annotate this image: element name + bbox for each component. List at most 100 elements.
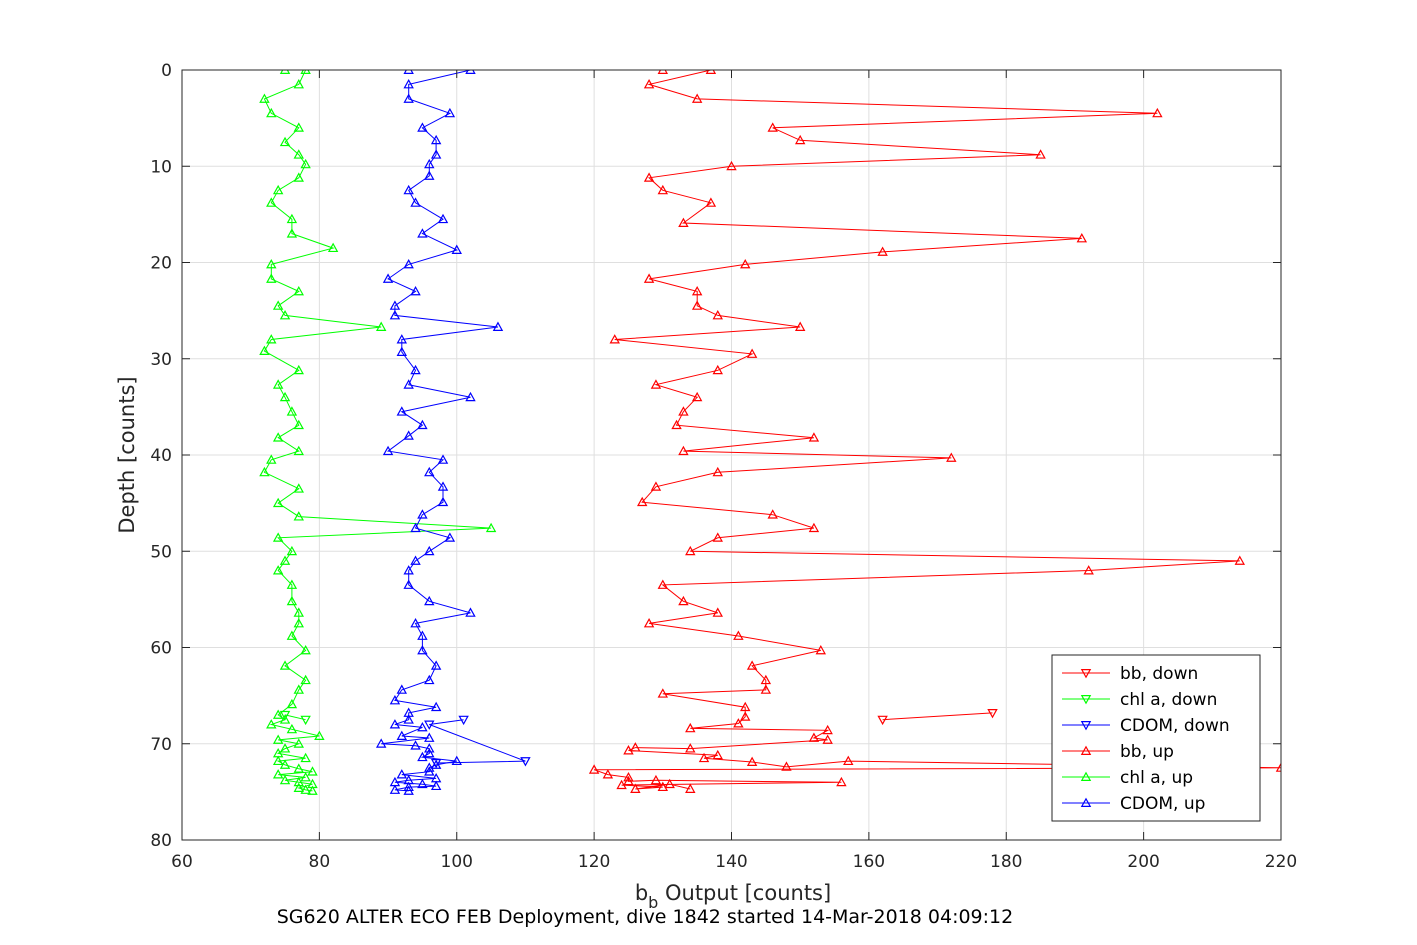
data-point-chl-a-up	[279, 391, 291, 402]
data-point-cdom-up	[417, 419, 428, 430]
data-point-bb-up	[946, 452, 957, 462]
data-point-bb-up	[712, 532, 723, 542]
data-point-chl-a-up	[259, 93, 270, 103]
data-point-bb-up	[1275, 762, 1281, 772]
data-point-chl-a-up	[286, 698, 298, 709]
data-point-cdom-up	[465, 391, 476, 402]
data-point-chl-a-up	[272, 709, 284, 719]
data-point-chl-a-up	[279, 310, 291, 320]
data-point-bb-up	[650, 481, 662, 491]
data-point-cdom-up	[403, 565, 414, 575]
data-point-bb-up	[746, 756, 758, 766]
data-point-cdom-up	[382, 273, 394, 283]
series-line-chl-a-down	[284, 714, 306, 721]
x-tick-label: 120	[578, 852, 610, 872]
data-point-bb-up	[712, 749, 723, 760]
data-point-bb-up	[609, 334, 620, 344]
data-point-cdom-up	[389, 784, 401, 794]
data-point-bb-up	[746, 348, 758, 358]
data-point-cdom-up	[410, 364, 421, 375]
data-point-chl-a-down	[279, 710, 291, 721]
data-point-cdom-up	[396, 730, 408, 741]
data-point-cdom-up	[430, 759, 442, 769]
series-line-bb-up	[593, 70, 1281, 790]
data-point-bb-up	[767, 509, 778, 519]
legend-swatch-marker	[1080, 695, 1092, 705]
x-tick-label: 220	[1265, 852, 1297, 872]
data-point-chl-a-up	[266, 454, 277, 464]
data-point-bb-up	[657, 579, 669, 589]
data-point-cdom-up	[437, 481, 449, 491]
data-point-bb-up	[698, 752, 710, 763]
legend-label: chl a, up	[1120, 768, 1193, 788]
data-point-chl-a-up	[272, 565, 284, 575]
data-point-cdom-up	[410, 197, 421, 207]
data-point-bb-up	[726, 160, 737, 171]
data-point-bb-up	[630, 783, 641, 793]
data-point-chl-a-up	[314, 730, 325, 741]
data-point-bb-up	[1076, 233, 1088, 243]
data-point-chl-a-up	[327, 242, 339, 253]
data-point-chl-a-up	[293, 364, 304, 375]
data-point-chl-a-up	[293, 445, 304, 456]
data-point-chl-a-up	[266, 107, 277, 118]
data-point-cdom-up	[424, 674, 435, 685]
data-point-bb-up	[808, 522, 820, 533]
data-point-chl-a-up	[286, 630, 298, 640]
x-tick-label: 140	[715, 852, 747, 872]
series-bb-down	[877, 708, 998, 726]
legend-swatch-marker	[1080, 797, 1092, 807]
data-point-cdom-up	[492, 321, 504, 331]
series-layer	[259, 70, 1281, 795]
data-point-cdom-up	[424, 732, 435, 742]
data-point-bb-up	[1035, 149, 1046, 159]
data-point-cdom-up	[403, 93, 414, 103]
data-point-bb-up	[657, 184, 669, 195]
data-point-cdom-up	[465, 70, 476, 74]
series-line-cdom-down	[429, 719, 526, 764]
data-point-bb-up	[836, 776, 847, 787]
data-point-chl-a-up	[293, 511, 304, 521]
x-tick-labels: 60 80 100 120 140 160 180 200 220	[171, 852, 1297, 872]
data-point-chl-a-up	[279, 555, 291, 565]
data-point-cdom-up	[389, 310, 401, 320]
data-point-chl-a-up	[279, 714, 291, 724]
y-tick-label: 20	[150, 254, 172, 274]
data-point-bb-up	[746, 660, 758, 670]
data-point-cdom-up	[403, 70, 414, 74]
data-point-chl-a-up	[279, 743, 291, 753]
data-point-cdom-up	[424, 762, 435, 772]
data-point-bb-up	[760, 674, 772, 685]
data-point-cdom-up	[410, 285, 421, 296]
data-point-cdom-up	[424, 766, 435, 776]
data-point-bb-up	[678, 406, 689, 416]
data-point-bb-up	[767, 122, 778, 132]
data-point-cdom-up	[403, 714, 414, 724]
data-point-chl-a-up	[286, 579, 298, 589]
data-point-chl-a-up	[266, 197, 277, 207]
y-axis-label: Depth [counts]	[115, 376, 139, 533]
data-point-bb-up	[678, 445, 689, 456]
data-point-cdom-up	[403, 430, 414, 440]
data-point-cdom-up	[424, 743, 435, 753]
data-point-bb-up	[808, 432, 820, 442]
data-point-cdom-up	[465, 607, 476, 617]
data-point-cdom-up	[403, 785, 414, 795]
x-tick-label: 200	[1127, 852, 1159, 872]
x-tick-label: 100	[441, 852, 473, 872]
data-point-chl-a-up	[307, 766, 318, 776]
legend: bb, down chl a, down CDOM, down bb, up chl a…	[1051, 654, 1261, 822]
y-tick-label: 80	[150, 831, 172, 851]
y-tick-labels: 0 10 20 30 40 50 60 70 80	[150, 61, 172, 851]
data-point-bb-up	[712, 607, 723, 617]
data-point-bb-up	[822, 724, 833, 735]
data-point-cdom-up	[437, 213, 449, 224]
data-point-chl-a-up	[286, 595, 298, 606]
data-point-bb-up	[685, 783, 696, 793]
data-point-cdom-up	[403, 579, 414, 589]
data-point-cdom-up	[424, 747, 435, 758]
y-tick-label: 70	[150, 735, 172, 755]
data-point-bb-up	[616, 779, 627, 790]
data-point-cdom-up	[396, 346, 408, 356]
data-point-cdom-up	[451, 244, 462, 254]
